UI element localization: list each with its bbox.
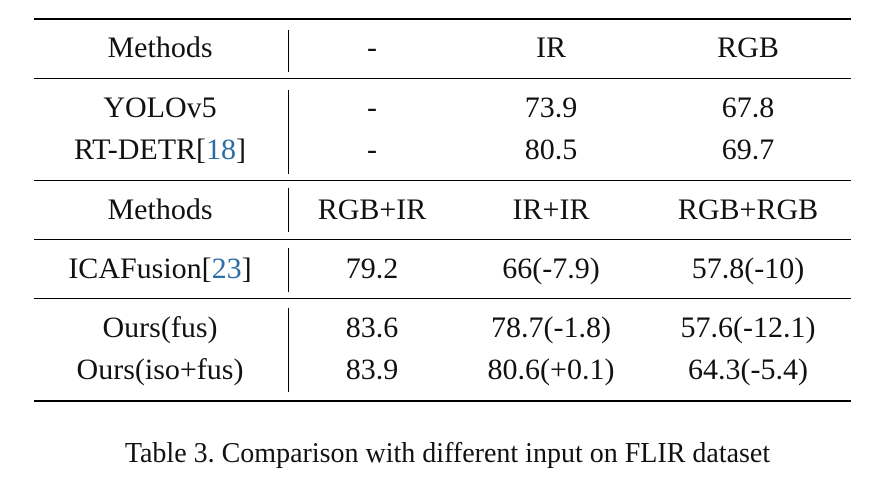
- separator-header2: [288, 188, 289, 232]
- row-yolov5-col3: 67.8: [721, 91, 775, 124]
- row-yolov5-method: YOLOv5: [103, 91, 217, 124]
- separator-group2: [288, 248, 289, 292]
- header1-methods: Methods: [107, 31, 213, 64]
- bottom-rule: [34, 400, 851, 402]
- row-icafusion-col2: 66(-7.9): [502, 252, 600, 285]
- row-yolov5-col2: 73.9: [524, 91, 578, 124]
- header2-methods: Methods: [107, 193, 213, 226]
- separator-header1: [288, 30, 289, 72]
- row-rtdetr-col2: 80.5: [524, 133, 578, 166]
- row-ours-fus-col3: 57.6(-12.1): [680, 311, 816, 344]
- row-ours-fus-col2: 78.7(-1.8): [491, 311, 611, 344]
- row-ours-isofus-col2: 80.6(+0.1): [487, 353, 615, 386]
- citation-link[interactable]: 23: [211, 252, 242, 285]
- row-icafusion-col1: 79.2: [345, 252, 399, 285]
- row-ours-isofus-col1: 83.9: [345, 353, 399, 386]
- separator-group1: [288, 90, 289, 174]
- row-ours-isofus-method: Ours(iso+fus): [76, 353, 244, 386]
- header1-col1: -: [367, 31, 377, 64]
- header1-col2: IR: [536, 31, 566, 64]
- group1-rule: [34, 180, 851, 181]
- row-ours-fus-col1: 83.6: [345, 311, 399, 344]
- header1-col3: RGB: [717, 31, 779, 64]
- row-icafusion-method: ICAFusion[23]: [68, 252, 252, 285]
- group2-rule: [34, 298, 851, 299]
- row-icafusion-col3: 57.8(-10): [691, 252, 805, 285]
- header2-col2: IR+IR: [512, 193, 590, 226]
- row-ours-fus-method: Ours(fus): [102, 311, 218, 344]
- header2-col3: RGB+RGB: [677, 193, 819, 226]
- header2-rule: [34, 239, 851, 240]
- row-rtdetr-method: RT-DETR[18]: [73, 133, 247, 166]
- row-ours-isofus-col3: 64.3(-5.4): [688, 353, 808, 386]
- row-yolov5-col1: -: [367, 91, 377, 124]
- header2-col1: RGB+IR: [317, 193, 427, 226]
- separator-group3: [288, 308, 289, 392]
- row-rtdetr-col3: 69.7: [721, 133, 775, 166]
- citation-link[interactable]: 18: [206, 133, 237, 166]
- header1-rule: [34, 78, 851, 79]
- table-caption: Table 3. Comparison with different input…: [124, 438, 771, 469]
- row-rtdetr-col1: -: [367, 133, 377, 166]
- top-rule: [34, 18, 851, 20]
